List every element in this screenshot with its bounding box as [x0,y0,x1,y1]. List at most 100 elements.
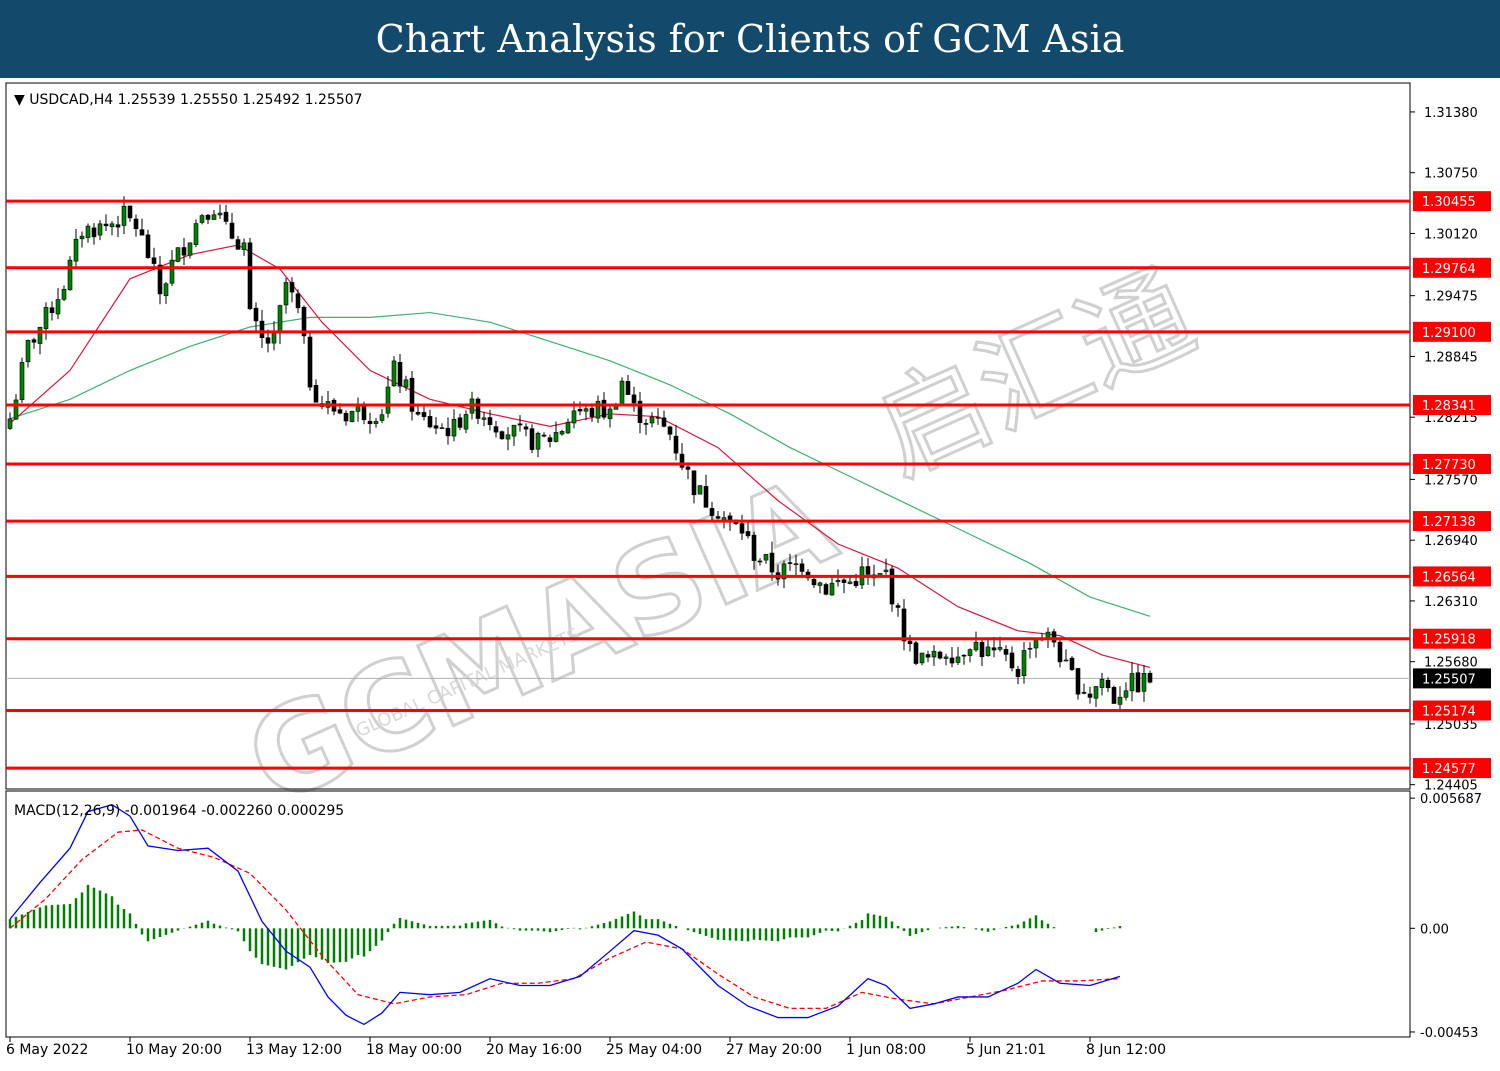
candle [61,285,67,302]
candle [241,238,247,256]
candle [55,288,61,320]
candle [73,228,79,267]
candle [763,554,769,564]
candle [715,511,721,520]
candle [565,418,571,435]
candle [1135,664,1141,693]
moving-averages [9,244,1151,669]
candle [217,204,223,219]
candle [25,339,31,368]
candle [757,558,763,566]
macd-tick-label: 0.005687 [1420,792,1482,807]
candle [439,423,445,430]
candle [433,417,439,435]
candle [1117,686,1123,710]
candle [1093,686,1099,708]
sr-levels: 1.30455 1.29764 1.29100 1.28341 1.27730 1.271… [6,191,1491,779]
candle [49,301,55,321]
candle [289,277,295,303]
price-tick-label: 1.31380 [1424,106,1478,121]
candle [193,219,199,248]
level-tag [1413,321,1491,342]
candle [145,229,151,259]
candle [505,427,511,451]
candle [385,376,391,418]
price-tick-label: 1.25035 [1424,718,1478,733]
level-label: 1.29764 [1422,262,1476,277]
candle [1021,641,1027,684]
candle [679,443,685,471]
macd-axis: 0.005687 0.00 -0.00453 [1410,792,1482,1041]
time-tick-label: 27 May 20:00 [726,1042,822,1058]
ma-fast-line [9,244,1151,669]
candle [1087,686,1093,704]
chart-title-banner: Chart Analysis for Clients of GCM Asia [0,0,1500,78]
candle [19,357,25,403]
candle [115,215,121,238]
candle [199,214,205,225]
candle [1123,682,1129,701]
candle [709,501,715,523]
candle [229,212,235,240]
candle [511,424,517,446]
candle [523,423,529,437]
candle [655,408,661,425]
candle [91,223,97,245]
candle [403,375,409,391]
candle [793,554,799,577]
candle [703,474,709,508]
main-pane-frame [5,82,1411,790]
candle [415,405,421,416]
candle [619,377,625,406]
candle [1075,668,1081,700]
level-label: 1.25918 [1422,633,1476,648]
candle [943,653,949,666]
candle [457,413,463,431]
candle [181,237,187,265]
macd-pane-frame [5,790,1411,1038]
candle [259,309,265,348]
price-tick-label: 1.25680 [1424,656,1478,671]
candle [739,514,745,541]
candle [397,353,403,394]
level-label: 1.26564 [1422,570,1476,585]
candle [307,330,313,391]
candle [451,409,457,442]
candle [283,277,289,314]
candle [595,395,601,423]
candle [925,650,931,663]
candle [637,391,643,434]
symbol-label: USDCAD,H4 [29,92,113,108]
level-tag [1413,511,1491,532]
candle [13,394,19,420]
candle [187,242,193,259]
candle [661,410,667,428]
candle [667,425,673,441]
candle [67,256,73,291]
candle [481,411,487,427]
price-tick-label: 1.28845 [1424,350,1478,365]
signal-line [9,829,1121,1010]
collapse-triangle-icon: ▼ [14,92,29,108]
current-price-tag [1413,668,1491,689]
candle [1129,662,1135,702]
candle [1141,664,1147,702]
candle [973,631,979,652]
candle [1069,656,1075,672]
candles [7,196,1153,710]
symbol-header[interactable]: ▼ USDCAD,H4 1.25539 1.25550 1.25492 1.25… [14,92,363,108]
candle [103,214,109,232]
candle [799,558,805,576]
price-tick-label: 1.26310 [1424,595,1478,610]
candle [427,409,433,429]
candle [787,553,793,571]
candle [163,281,169,304]
candle [901,599,907,651]
ohlc-values: 1.25539 1.25550 1.25492 1.25507 [118,92,363,108]
candle [649,412,655,428]
level-tag [1413,566,1491,587]
candle [781,560,787,589]
level-label: 1.30455 [1422,195,1476,210]
candle [43,302,49,340]
